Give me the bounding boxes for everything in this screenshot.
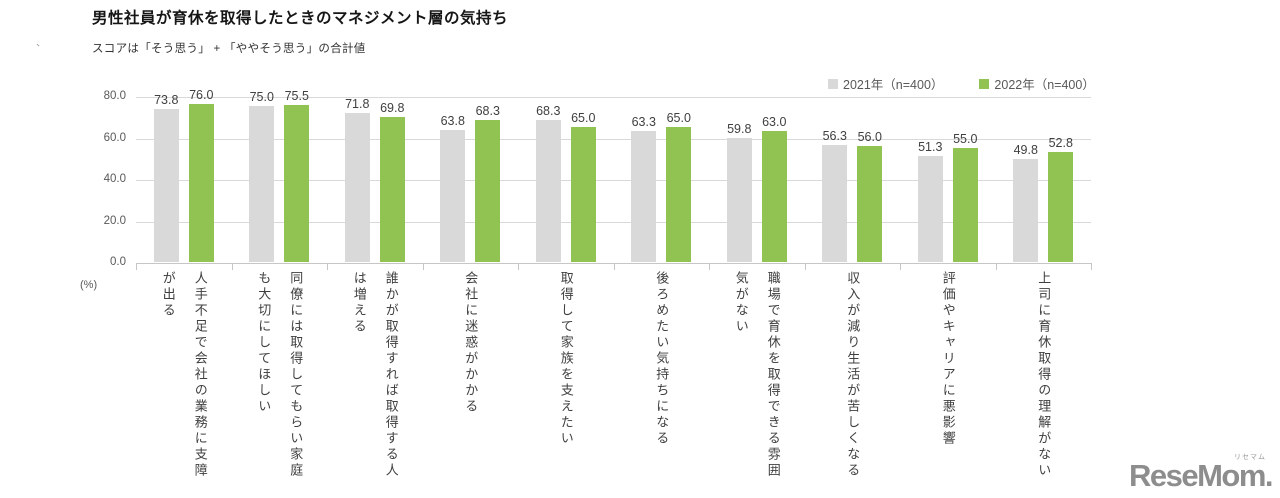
bar-group: 63.3 65.0: [614, 97, 710, 262]
gridline: [136, 180, 1091, 181]
legend-label-2021: 2021年（n=400）: [843, 78, 944, 92]
value-label: 68.3: [536, 104, 561, 119]
resemom-logo-ruby: リセマム: [1234, 454, 1266, 461]
value-label: 55.0: [953, 131, 978, 146]
bar-group: 75.0 75.5: [232, 89, 328, 262]
bar-2022: 52.8: [1048, 136, 1074, 262]
value-label: 63.0: [762, 115, 787, 130]
bar-group: 73.8 76.0: [136, 88, 232, 262]
value-label: 68.3: [475, 104, 500, 119]
bar-group: 56.3 56.0: [805, 97, 901, 262]
category-label: 職場で育休を取得できる雰囲気がない: [733, 271, 781, 479]
value-label: 65.0: [666, 111, 691, 126]
legend-item-2021: 2021年（n=400）: [828, 74, 943, 93]
value-label: 56.3: [822, 129, 847, 144]
category-label: 誰かが取得すれば取得する人は増える: [351, 271, 399, 479]
x-axis-tick: [231, 263, 233, 270]
value-label: 49.8: [1013, 142, 1038, 157]
category-label: 取得して家族を支えたい: [558, 271, 574, 447]
category-label: 人手不足で会社の業務に支障が出る: [160, 271, 208, 479]
bar-2021: 51.3: [917, 140, 943, 262]
bar-2022: 68.3: [475, 104, 501, 262]
x-axis-tick: [995, 263, 997, 270]
category-label: 評価やキャリアに悪影響: [940, 271, 956, 447]
value-label: 52.8: [1048, 136, 1073, 151]
legend-swatch-2022: [979, 78, 990, 89]
bar-2021: 59.8: [726, 122, 752, 262]
resemom-logo: リセマム ReseMom.: [1128, 454, 1274, 494]
bar-2022: 69.8: [379, 101, 405, 262]
bar-2021: 75.0: [249, 90, 275, 262]
y-tick-label: 0.0: [110, 256, 126, 268]
value-label: 65.0: [571, 111, 596, 126]
x-axis-tick: [900, 263, 901, 270]
x-axis-tick: [804, 263, 806, 270]
x-axis-tick: [709, 263, 710, 270]
bar-2021: 73.8: [153, 93, 179, 262]
x-axis-tick: [518, 263, 519, 270]
bar-group: 51.3 55.0: [900, 97, 996, 262]
legend: 2021年（n=400） 2022年（n=400）: [828, 74, 1095, 93]
bar-2022: 65.0: [570, 111, 596, 262]
value-label: 69.8: [380, 101, 405, 116]
y-axis-unit-label: (%): [80, 279, 98, 291]
bar-2021: 49.8: [1013, 143, 1039, 262]
bar-group: 63.8 68.3: [423, 97, 519, 262]
bar-2021: 63.8: [440, 114, 466, 262]
gridline: [136, 97, 1091, 98]
value-label: 71.8: [345, 97, 370, 111]
x-axis-tick: [422, 263, 424, 270]
x-axis-tick: [327, 263, 328, 270]
category-axis: 人手不足で会社の業務に支障が出る 同僚には取得してもらい家庭も大切にしてほしい 誰か…: [136, 271, 1091, 495]
value-label: 51.3: [918, 139, 943, 154]
bar-group: 68.3 65.0: [518, 97, 614, 262]
category-label: 上司に育休取得の理解がない: [1036, 271, 1052, 479]
value-label: 63.8: [440, 113, 465, 128]
gridline: [136, 138, 1091, 140]
bar-2022: 65.0: [666, 111, 692, 262]
legend-swatch-2021: [828, 78, 838, 89]
chart-subtitle: スコアは「そう思う」 + 「ややそう思う」の合計値: [92, 43, 366, 55]
gridline: [136, 221, 1091, 223]
bar-group: 71.8 69.8: [327, 97, 423, 262]
value-label: 56.0: [857, 129, 882, 144]
bar-2022: 56.0: [857, 130, 883, 262]
value-label: 76.0: [189, 88, 214, 103]
category-label: 会社に迷惑がかかる: [463, 271, 479, 415]
value-label: 63.3: [631, 114, 656, 129]
value-label: 75.0: [249, 90, 274, 105]
bar-2022: 63.0: [761, 115, 787, 262]
bar-2021: 68.3: [535, 104, 561, 262]
bar-group: 49.8 52.8: [996, 97, 1092, 262]
y-tick-label: 20.0: [103, 214, 126, 227]
y-tick-label: 80.0: [103, 90, 126, 102]
value-label: 73.8: [154, 92, 179, 107]
y-tick-label: 60.0: [103, 131, 126, 144]
x-axis-tick: [613, 263, 615, 270]
category-label: 同僚には取得してもらい家庭も大切にしてほしい: [256, 271, 304, 479]
resemom-logo-text: ReseMom.: [1128, 458, 1274, 493]
page-title: 男性社員が育休を取得したときのマネジメント層の気持ち: [92, 10, 509, 27]
x-axis-tick: [136, 263, 137, 270]
value-label: 59.8: [727, 121, 752, 136]
bar-2022: 76.0: [188, 88, 214, 262]
x-axis-tick: [1091, 263, 1092, 270]
corner-mark: 、: [36, 38, 46, 49]
bar-group: 59.8 63.0: [709, 97, 805, 262]
bar-2022: 75.5: [284, 89, 310, 262]
bar-2022: 55.0: [952, 132, 978, 262]
legend-item-2022: 2022年（n=400）: [979, 74, 1095, 93]
bar-2021: 71.8: [344, 97, 370, 262]
legend-label-2022: 2022年（n=400）: [994, 78, 1095, 92]
value-label: 75.5: [284, 89, 309, 104]
bar-2021: 63.3: [631, 115, 657, 262]
bar-2021: 56.3: [822, 129, 848, 262]
category-label: 後ろめたい気持ちになる: [654, 271, 670, 447]
y-tick-label: 40.0: [103, 173, 126, 185]
plot-area: 0.0 20.0 40.0 60.0 80.0 73.8 76.0 75.0 75.5 71.8 6…: [104, 88, 1092, 270]
category-label: 収入が減り生活が苦しくなる: [845, 271, 861, 479]
